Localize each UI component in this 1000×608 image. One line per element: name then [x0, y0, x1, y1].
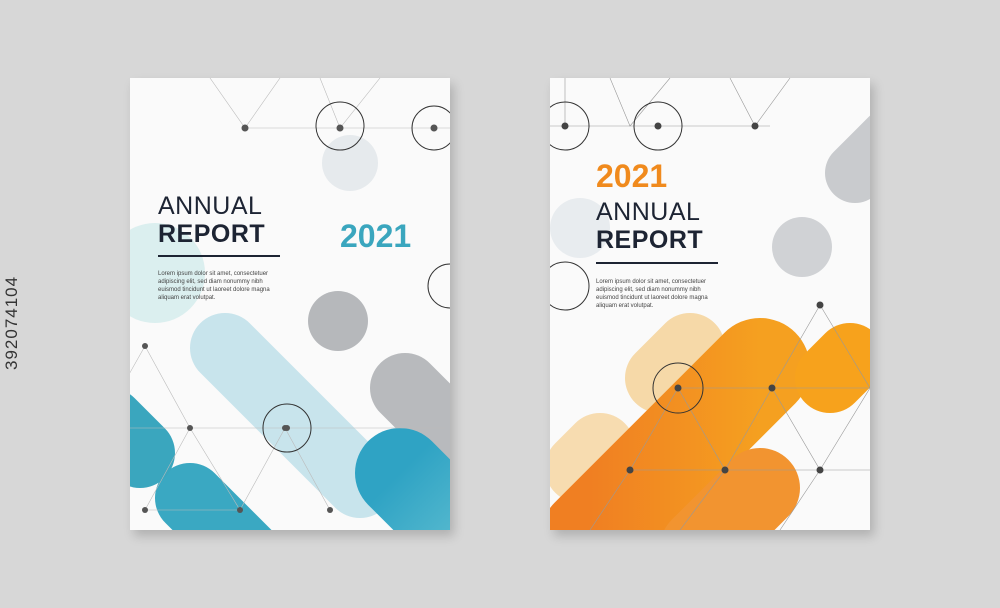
title-divider — [158, 255, 280, 257]
body-text: Lorem ipsum dolor sit amet, consectetuer… — [596, 279, 708, 309]
annual-report-cover-orange: 2021 ANNUAL REPORT Lorem ipsum dolor sit… — [550, 78, 870, 530]
body-text: Lorem ipsum dolor sit amet, consectetuer… — [158, 271, 270, 301]
year-label: 2021 — [340, 218, 412, 254]
cover-graphics-blue — [130, 78, 450, 530]
title-report: REPORT — [158, 220, 266, 248]
title-divider — [596, 262, 718, 264]
stock-id-watermark: 392074104 — [2, 275, 21, 370]
title-annual: ANNUAL — [596, 198, 701, 226]
title-report: REPORT — [596, 226, 704, 254]
annual-report-cover-blue: ANNUAL REPORT 2021 Lorem ipsum dolor sit… — [130, 78, 450, 530]
year-label: 2021 — [596, 158, 668, 194]
cover-graphics-orange — [550, 78, 870, 530]
title-annual: ANNUAL — [158, 192, 263, 220]
